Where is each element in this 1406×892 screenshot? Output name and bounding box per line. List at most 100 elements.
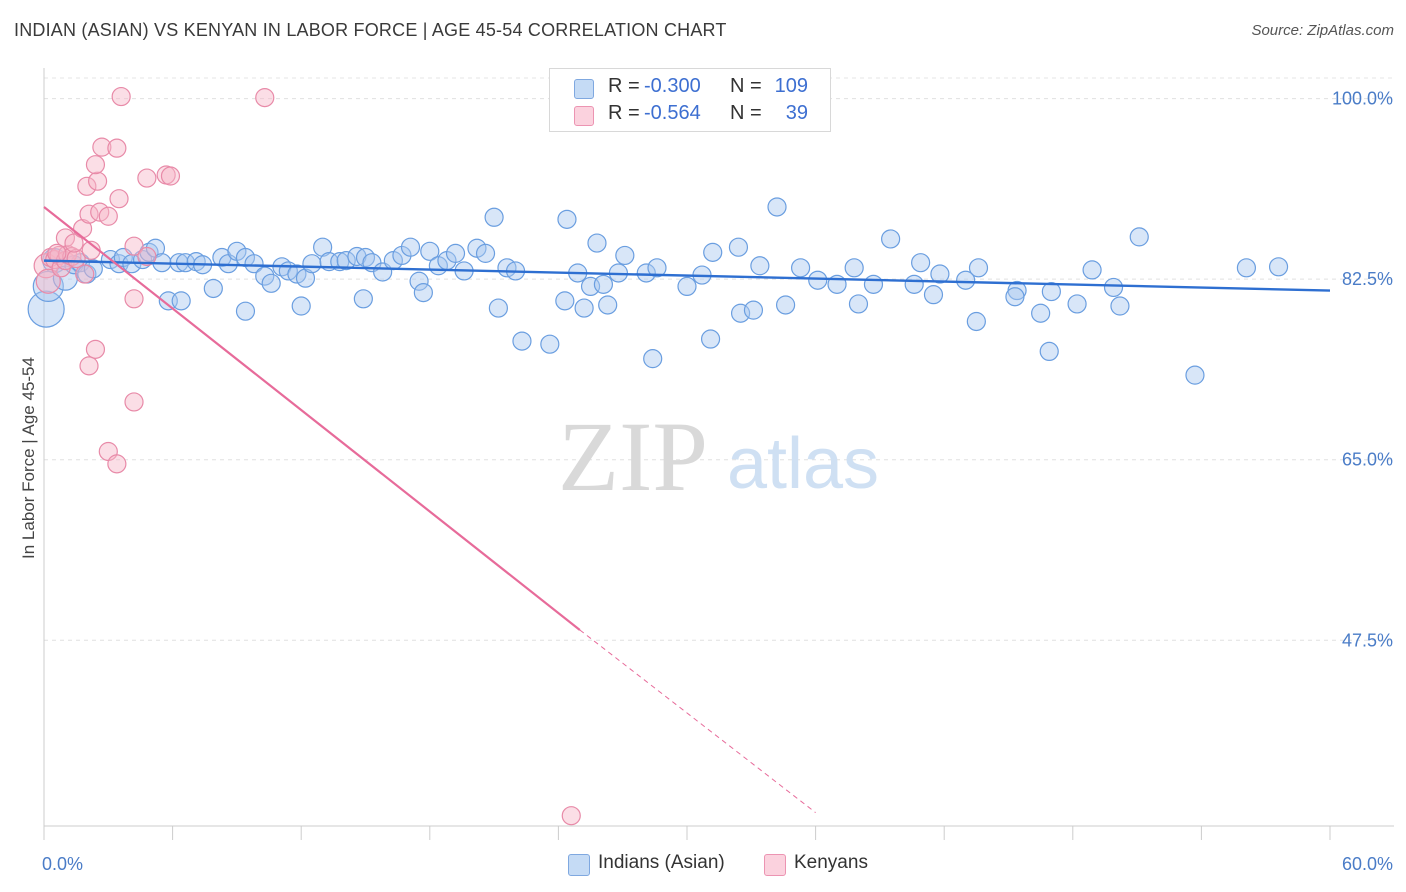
watermark-zip: ZIP [558, 401, 708, 512]
indians-point [353, 289, 373, 309]
kenyans-point [98, 206, 118, 226]
indians-point [1103, 277, 1124, 298]
watermark-atlas: atlas [727, 424, 879, 504]
indians-trend-line [43, 259, 1331, 292]
indians-point [677, 276, 697, 297]
kenyans-point [124, 392, 144, 412]
indians-point [574, 298, 594, 318]
source-label: Source: ZipAtlas.com [1251, 22, 1394, 39]
indians-point [775, 295, 796, 315]
y-tick-label: 100.0% [1332, 89, 1393, 109]
indians-point [615, 245, 635, 266]
legend-n-value: 39 [785, 102, 808, 124]
indians-point [1041, 281, 1061, 302]
indians-point [790, 258, 811, 278]
indians-point [1082, 260, 1102, 280]
bottom-legend-swatch-indians [568, 854, 590, 876]
kenyans-point [255, 88, 275, 108]
legend-n-value: 109 [774, 75, 808, 97]
indians-point [966, 311, 986, 332]
legend-swatch-kenyans [574, 106, 594, 126]
indians-point [413, 282, 433, 303]
indians-point [881, 229, 901, 249]
indians-point [409, 271, 429, 291]
indians-point [488, 298, 508, 318]
y-tick-label: 82.5% [1342, 269, 1393, 289]
kenyans-point [137, 168, 157, 188]
indians-point [235, 301, 256, 321]
indians-point [743, 300, 764, 320]
tick-labels: 47.5% 65.0% 82.5% 100.0% 0.0% 60.0% [42, 89, 1393, 874]
legend-n-label: N = [730, 75, 762, 97]
legend-r-value: -0.300 [644, 75, 701, 97]
kenyans-point [87, 171, 108, 191]
indians-point [291, 296, 311, 316]
indians-point [336, 251, 356, 271]
indians-point [475, 243, 496, 263]
indians-point [1236, 258, 1257, 278]
kenyans-point [66, 248, 86, 269]
indians-point [863, 274, 884, 294]
bottom-legend-swatch-kenyans [764, 854, 786, 876]
kenyans-point [64, 233, 84, 253]
legend-r-value: -0.564 [644, 102, 701, 124]
legend-r-label: R = [608, 102, 640, 124]
indians-point [593, 274, 614, 294]
y-tick-label: 47.5% [1342, 630, 1393, 650]
x-tick-label: 0.0% [42, 854, 83, 874]
kenyans-point [561, 806, 581, 826]
indians-point [171, 291, 191, 311]
indians-point [420, 241, 440, 261]
kenyans-point [160, 166, 181, 186]
kenyans-point [85, 339, 106, 359]
indians-point [643, 349, 663, 369]
kenyans-point [137, 246, 157, 267]
kenyans-point [47, 243, 67, 263]
kenyans-point [85, 155, 106, 175]
kenyans-point [77, 176, 97, 196]
indians-point [1129, 227, 1149, 247]
axes [43, 68, 1394, 840]
kenyans-point [124, 236, 144, 256]
indians-point [255, 266, 275, 286]
y-axis-label: In Labor Force | Age 45-54 [19, 357, 38, 559]
kenyans-point [124, 289, 144, 309]
indians-point [1031, 303, 1051, 323]
indians-point [203, 278, 223, 299]
indians-point [808, 270, 828, 290]
watermark: ZIP atlas [558, 401, 879, 512]
indians-point [1005, 287, 1025, 307]
indians-point [1110, 296, 1130, 316]
indians-point [636, 263, 656, 283]
kenyans-point [92, 137, 112, 157]
indians-point [598, 295, 618, 315]
indians-point [647, 258, 667, 278]
indians-point [848, 294, 869, 314]
kenyans-point [109, 189, 129, 209]
kenyans-point [107, 138, 127, 158]
indians-point [930, 264, 950, 284]
indians-point [923, 285, 944, 305]
legend-n-label: N = [730, 102, 762, 124]
kenyans-point [107, 454, 127, 474]
indians-point [587, 233, 607, 253]
indians-point [767, 197, 787, 217]
indians-point [540, 334, 560, 354]
indians-point [703, 242, 723, 262]
indians-point [844, 258, 864, 278]
legend-r-label: R = [608, 75, 640, 97]
indians-point [244, 254, 264, 274]
indians-point [956, 270, 976, 290]
scatter-points [27, 86, 1289, 826]
bottom-legend-label: Indians (Asian) [598, 852, 725, 873]
indians-point [700, 329, 721, 349]
indians-point [1268, 257, 1289, 277]
indians-point [355, 247, 376, 268]
kenyans-point [111, 86, 131, 107]
indians-point [445, 243, 466, 263]
indians-point [968, 258, 989, 278]
kenyans-point [75, 264, 95, 284]
indians-point [484, 207, 504, 227]
legend-swatch-indians [574, 79, 594, 99]
